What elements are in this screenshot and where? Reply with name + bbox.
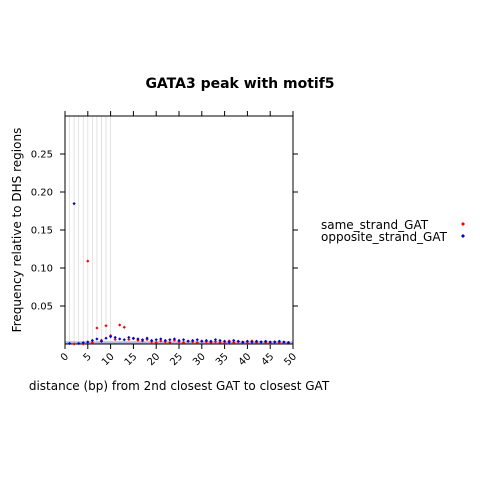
x-tick-label: 35 xyxy=(214,351,231,368)
point-opposite-strand xyxy=(118,337,122,341)
point-opposite-strand xyxy=(154,338,158,342)
point-opposite-strand xyxy=(90,338,94,343)
y-tick-label: 0.25 xyxy=(31,150,53,161)
y-ticks-layer: 0.05 0.10 0.15 0.20 0.25 xyxy=(31,150,298,313)
point-opposite-strand xyxy=(268,340,272,344)
x-tick-label: 50 xyxy=(282,351,299,368)
point-opposite-strand xyxy=(67,341,72,346)
point-opposite-strand xyxy=(72,202,76,206)
x-tick-label: 15 xyxy=(123,351,140,368)
point-opposite-strand xyxy=(273,340,277,344)
legend-marker-same-strand xyxy=(461,222,465,226)
y-tick-label: 0.20 xyxy=(31,188,53,199)
point-opposite-strand xyxy=(159,337,163,341)
point-opposite-strand xyxy=(168,338,172,342)
point-opposite-strand xyxy=(191,338,195,343)
point-opposite-strand xyxy=(122,338,126,342)
point-same-strand xyxy=(195,340,199,345)
x-tick-label: 5 xyxy=(82,351,94,363)
point-opposite-strand xyxy=(277,339,281,343)
point-same-strand xyxy=(95,326,99,330)
point-opposite-strand xyxy=(81,341,85,345)
x-tick-label: 25 xyxy=(168,351,185,368)
point-opposite-strand xyxy=(172,337,177,341)
point-opposite-strand xyxy=(259,340,263,344)
point-opposite-strand xyxy=(177,338,181,343)
point-opposite-strand xyxy=(227,340,231,344)
point-opposite-strand xyxy=(245,339,249,343)
grid-layer xyxy=(69,116,111,344)
y-axis-label: Frequency relative to DHS regions xyxy=(10,128,24,333)
point-opposite-strand xyxy=(223,339,227,343)
x-tick-label: 30 xyxy=(191,351,208,368)
legend-marker-opposite-strand xyxy=(461,234,465,238)
point-same-strand xyxy=(245,341,249,345)
point-opposite-strand xyxy=(218,338,222,343)
point-same-strand xyxy=(127,337,131,342)
x-tick-label: 40 xyxy=(237,351,254,368)
point-opposite-strand xyxy=(104,336,108,340)
point-opposite-strand xyxy=(264,339,268,343)
point-same-strand xyxy=(90,340,94,345)
point-same-strand xyxy=(159,339,163,343)
point-opposite-strand xyxy=(181,338,186,342)
chart-title: GATA3 peak with motif5 xyxy=(145,76,334,92)
point-opposite-strand xyxy=(145,336,149,340)
point-opposite-strand xyxy=(99,339,104,343)
point-same-strand xyxy=(181,340,186,345)
point-opposite-strand xyxy=(250,340,254,344)
point-opposite-strand xyxy=(254,339,259,343)
point-opposite-strand xyxy=(109,335,113,339)
point-opposite-strand xyxy=(127,335,131,340)
point-same-strand xyxy=(223,341,227,345)
point-opposite-strand xyxy=(232,338,236,343)
point-opposite-strand xyxy=(200,339,204,343)
point-opposite-strand xyxy=(77,341,81,346)
x-tick-label: 45 xyxy=(260,351,277,368)
point-opposite-strand xyxy=(131,336,135,340)
point-same-strand xyxy=(232,340,236,345)
point-same-strand xyxy=(168,340,172,345)
y-tick-label: 0.05 xyxy=(31,302,53,313)
point-opposite-strand xyxy=(163,338,167,343)
y-tick-label: 0.10 xyxy=(31,264,53,275)
x-axis-label: distance (bp) from 2nd closest GAT to cl… xyxy=(29,379,330,393)
point-opposite-strand xyxy=(95,337,99,341)
point-same-strand xyxy=(118,323,122,327)
point-opposite-strand xyxy=(113,335,117,340)
legend: same_strand_GAT opposite_strand_GAT xyxy=(321,218,465,244)
point-same-strand xyxy=(113,337,117,342)
point-same-strand xyxy=(213,340,218,344)
point-opposite-strand xyxy=(136,337,140,341)
plot-frame xyxy=(64,115,294,345)
point-same-strand xyxy=(154,340,158,345)
point-opposite-strand xyxy=(204,338,208,343)
point-same-strand xyxy=(122,325,126,329)
x-tick-label: 20 xyxy=(146,351,163,368)
point-opposite-strand xyxy=(150,338,154,343)
x-tick-label: 0 xyxy=(59,351,71,363)
point-opposite-strand xyxy=(140,338,145,342)
point-opposite-strand xyxy=(282,340,286,344)
point-opposite-strand xyxy=(241,340,245,344)
point-same-strand xyxy=(218,340,222,345)
point-opposite-strand xyxy=(213,338,218,342)
x-tick-label: 10 xyxy=(100,351,117,368)
point-opposite-strand xyxy=(209,339,213,343)
x-ticks-layer: 0 5 10 15 20 25 30 35 40 45 50 xyxy=(59,111,299,368)
point-opposite-strand xyxy=(286,341,291,345)
legend-label-same-strand: same_strand_GAT xyxy=(321,218,429,232)
point-opposite-strand xyxy=(86,340,90,344)
point-same-strand xyxy=(72,342,76,346)
point-opposite-strand xyxy=(195,338,199,342)
point-opposite-strand xyxy=(186,339,190,343)
point-same-strand xyxy=(86,259,90,263)
point-same-strand xyxy=(104,324,108,328)
y-tick-label: 0.15 xyxy=(31,226,53,237)
point-opposite-strand xyxy=(236,339,240,343)
points-layer xyxy=(67,202,291,346)
legend-label-opposite-strand: opposite_strand_GAT xyxy=(321,230,448,244)
